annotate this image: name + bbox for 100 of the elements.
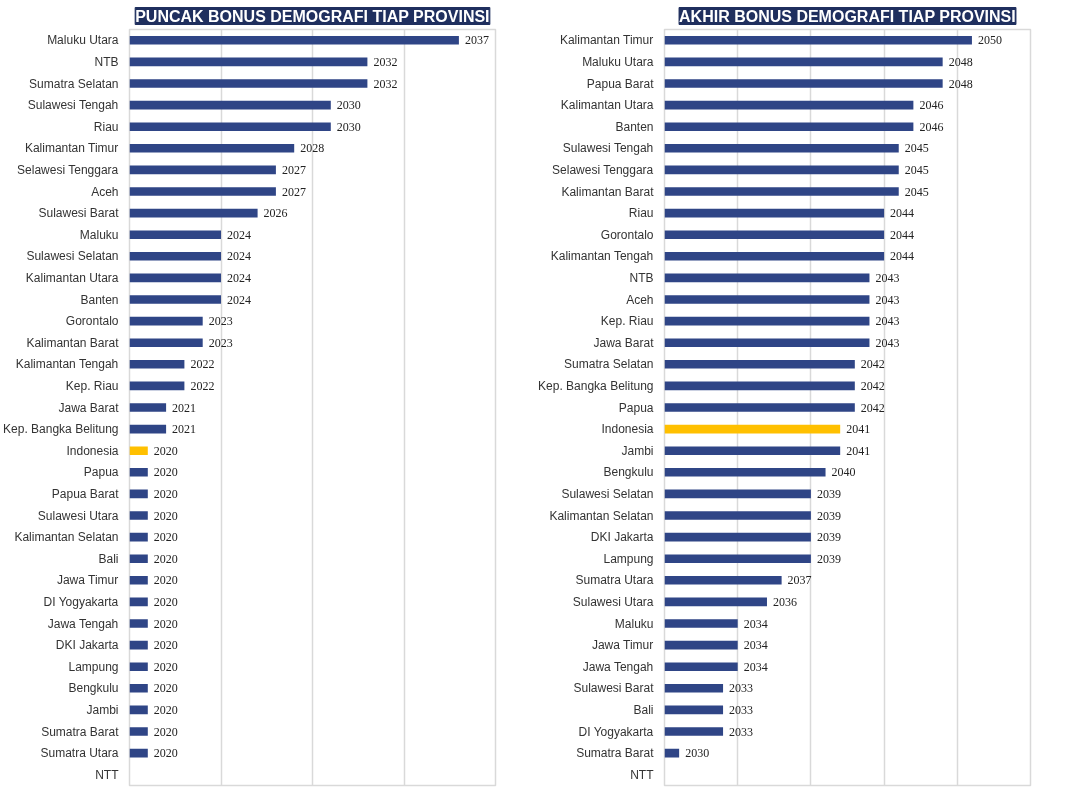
data-label: 2034	[743, 638, 768, 653]
data-label: 2020	[153, 724, 178, 739]
data-label: 2020	[153, 616, 178, 631]
data-label: 2033	[729, 681, 754, 696]
y-tick-label: Jawa Barat	[593, 335, 655, 350]
data-label: 2020	[153, 681, 178, 696]
y-tick-label: DI Yogyakarta	[578, 724, 654, 739]
data-label: 2045	[904, 184, 929, 199]
y-tick-label: Papua	[83, 465, 119, 480]
y-tick-label: Maluku Utara	[582, 54, 654, 69]
data-label: 2043	[875, 335, 900, 350]
data-label: 2027	[281, 184, 306, 199]
y-tick-label: Sumatra Barat	[576, 746, 655, 761]
y-tick-label: Papua Barat	[586, 76, 655, 91]
data-label: 2033	[729, 702, 754, 717]
data-label: 2026	[263, 206, 288, 221]
y-tick-label: Indonesia	[601, 422, 654, 437]
y-tick-label: Bengkulu	[68, 681, 119, 696]
y-tick-label: Lampung	[603, 551, 654, 566]
data-label: 2032	[373, 76, 398, 91]
data-label: 2028	[300, 141, 325, 156]
y-tick-label: NTB	[629, 270, 654, 285]
data-label: 2046	[919, 98, 944, 113]
data-label: 2020	[153, 573, 178, 588]
data-label: 2034	[743, 616, 768, 631]
data-label: 2020	[153, 746, 178, 761]
data-label: 2033	[729, 724, 754, 739]
data-label: 2039	[816, 530, 841, 545]
data-label: 2020	[153, 443, 178, 458]
y-tick-label: Kalimantan Tengah	[15, 357, 119, 372]
data-label: 2043	[875, 292, 900, 307]
data-label: 2020	[153, 551, 178, 566]
data-label: 2030	[336, 119, 361, 134]
data-label: 2037	[787, 573, 812, 588]
y-tick-label: Maluku	[614, 616, 654, 631]
y-tick-label: Papua Barat	[51, 486, 120, 501]
y-tick-label: Selawesi Tenggara	[17, 162, 119, 177]
y-tick-label: Sulawesi Barat	[573, 681, 655, 696]
data-label: 2044	[890, 249, 915, 264]
data-label: 2020	[153, 465, 178, 480]
y-tick-label: Jawa Barat	[58, 400, 120, 415]
data-label: 2020	[153, 508, 178, 523]
y-tick-label: Sumatra Utara	[40, 746, 119, 761]
y-tick-label: Kalimantan Selatan	[14, 530, 119, 545]
y-tick-label: Jawa Tengah	[582, 659, 654, 674]
y-tick-label: Bali	[98, 551, 119, 566]
y-tick-label: Kalimantan Selatan	[549, 508, 654, 523]
y-tick-label: DKI Jakarta	[590, 530, 654, 545]
y-tick-label: Kep. Riau	[600, 314, 654, 329]
y-tick-label: Kalimantan Barat	[26, 335, 120, 350]
data-label: 2041	[846, 443, 871, 458]
chart-title: AKHIR BONUS DEMOGRAFI TIAP PROVINSI	[679, 7, 1016, 25]
data-label: 2022	[190, 357, 215, 372]
y-tick-label: Gorontalo	[65, 314, 119, 329]
data-label: 2044	[890, 227, 915, 242]
data-label: 2027	[281, 162, 306, 177]
y-tick-label: Sulawesi Tengah	[27, 98, 119, 113]
y-tick-label: Bengkulu	[603, 465, 654, 480]
data-label: 2036	[772, 594, 797, 609]
data-label: 2030	[685, 746, 710, 761]
data-label: 2020	[153, 530, 178, 545]
data-label: 2042	[860, 357, 885, 372]
data-label: 2046	[919, 119, 944, 134]
data-label: 2045	[904, 162, 929, 177]
y-tick-label: Jawa Tengah	[47, 616, 119, 631]
y-tick-label: Bali	[633, 702, 654, 717]
y-tick-label: Sumatra Utara	[575, 573, 654, 588]
data-label: 2041	[846, 422, 871, 437]
y-tick-label: Aceh	[91, 184, 119, 199]
data-label: 2044	[890, 206, 915, 221]
data-label: 2022	[190, 378, 215, 393]
data-label: 2050	[977, 33, 1002, 48]
y-tick-label: Riau	[93, 119, 119, 134]
data-label: 2024	[227, 249, 251, 264]
y-tick-label: Sulawesi Utara	[37, 508, 119, 523]
data-label: 2037	[464, 33, 489, 48]
data-label: 2020	[153, 486, 178, 501]
data-label: 2020	[153, 702, 178, 717]
y-tick-label: Jambi	[621, 443, 654, 458]
y-tick-label: Jambi	[86, 702, 119, 717]
y-tick-label: Maluku	[79, 227, 119, 242]
data-label: 2032	[373, 54, 398, 69]
data-label: 2020	[153, 659, 178, 674]
chart-title: PUNCAK BONUS DEMOGRAFI TIAP PROVINSI	[135, 7, 490, 25]
data-label: 2039	[816, 486, 841, 501]
y-tick-label: Jawa Timur	[56, 573, 119, 588]
data-label: 2024	[227, 227, 251, 242]
data-label: 2039	[816, 508, 841, 523]
y-tick-label: Kalimantan Utara	[25, 270, 119, 285]
data-label: 2034	[743, 659, 768, 674]
y-tick-label: NTB	[94, 54, 119, 69]
y-tick-label: Kalimantan Utara	[560, 98, 654, 113]
y-tick-label: Sulawesi Barat	[38, 206, 120, 221]
y-tick-label: Riau	[628, 206, 654, 221]
y-tick-label: NTT	[95, 767, 120, 782]
data-label: 2045	[904, 141, 929, 156]
y-tick-label: Kalimantan Barat	[561, 184, 655, 199]
y-tick-label: Aceh	[626, 292, 654, 307]
y-tick-label: Kep. Bangka Belitung	[3, 422, 119, 437]
y-tick-label: Kalimantan Tengah	[550, 249, 654, 264]
